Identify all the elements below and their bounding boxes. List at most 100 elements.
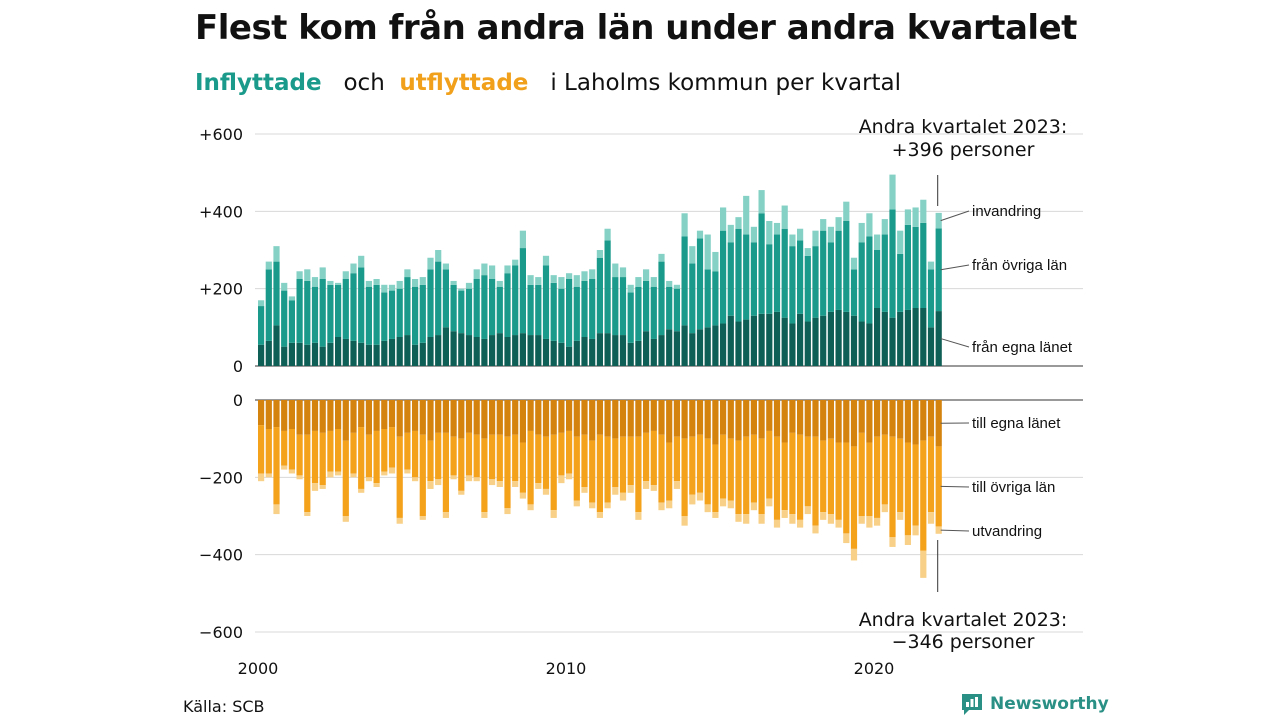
bar-inflow-från-egna-länet xyxy=(658,335,665,366)
bar-outflow-till-övriga-län xyxy=(419,434,426,516)
bar-inflow-från-egna-länet xyxy=(758,313,765,366)
bar-outflow-till-övriga-län xyxy=(288,429,295,470)
bar-outflow-till-övriga-län xyxy=(566,430,573,474)
bar-inflow-invandring xyxy=(319,267,326,279)
bar-inflow-från-egna-länet xyxy=(912,308,919,366)
bar-inflow-från-egna-länet xyxy=(442,327,449,366)
bar-outflow-utvandring xyxy=(342,516,349,522)
bar-inflow-från-övriga-län xyxy=(550,282,557,341)
bar-inflow-från-övriga-län xyxy=(658,261,665,336)
bar-outflow-utvandring xyxy=(519,492,526,499)
bar-outflow-till-övriga-län xyxy=(558,432,565,476)
bar-outflow-till-övriga-län xyxy=(781,442,788,511)
bar-inflow-invandring xyxy=(573,275,580,287)
bar-outflow-utvandring xyxy=(419,516,426,520)
series-label-inflow: från egna länet xyxy=(972,339,1073,356)
bar-inflow-från-egna-länet xyxy=(504,337,511,366)
bar-inflow-från-övriga-län xyxy=(789,246,796,324)
bar-inflow-från-egna-länet xyxy=(342,338,349,366)
bar-inflow-från-övriga-län xyxy=(935,228,942,312)
bar-inflow-invandring xyxy=(404,269,411,278)
bar-outflow-utvandring xyxy=(288,469,295,474)
bar-inflow-invandring xyxy=(273,246,280,262)
bar-outflow-utvandring xyxy=(696,492,704,501)
bar-outflow-till-egna-länet xyxy=(812,400,819,437)
bar-inflow-från-egna-länet xyxy=(897,311,904,366)
bar-inflow-från-egna-länet xyxy=(773,311,781,366)
bar-outflow-utvandring xyxy=(573,500,580,507)
bar-inflow-från-egna-länet xyxy=(404,335,411,366)
bar-outflow-till-egna-länet xyxy=(473,400,480,435)
y-tick-label-top: +400 xyxy=(199,202,243,221)
bar-outflow-utvandring xyxy=(643,481,650,489)
bar-outflow-utvandring xyxy=(327,471,334,478)
bar-inflow-från-egna-länet xyxy=(797,313,804,366)
bar-inflow-från-övriga-län xyxy=(381,292,388,341)
bar-inflow-invandring xyxy=(673,284,680,289)
bar-outflow-till-övriga-län xyxy=(258,425,265,474)
bar-outflow-till-övriga-län xyxy=(889,436,896,538)
brand-logo[interactable]: Newsworthy xyxy=(960,692,1109,716)
bar-outflow-till-övriga-län xyxy=(866,442,873,516)
bar-outflow-till-egna-länet xyxy=(920,400,927,441)
bar-outflow-till-övriga-län xyxy=(427,440,434,482)
bar-inflow-invandring xyxy=(866,213,873,237)
bar-inflow-från-övriga-län xyxy=(419,284,426,343)
bar-outflow-utvandring xyxy=(889,537,896,547)
bar-inflow-från-egna-länet xyxy=(589,338,596,366)
bar-outflow-utvandring xyxy=(388,467,396,474)
bar-outflow-utvandring xyxy=(458,490,465,495)
bar-outflow-till-egna-länet xyxy=(858,400,865,433)
bar-outflow-utvandring xyxy=(504,508,511,515)
series-label-outflow: till egna länet xyxy=(972,415,1061,432)
bar-outflow-utvandring xyxy=(350,473,357,478)
bar-outflow-till-övriga-län xyxy=(296,434,303,476)
bar-outflow-till-övriga-län xyxy=(519,442,526,493)
bar-inflow-från-övriga-län xyxy=(350,273,357,341)
bar-inflow-från-egna-länet xyxy=(727,315,734,366)
bar-inflow-invandring xyxy=(542,255,550,266)
bar-outflow-till-egna-länet xyxy=(319,400,326,433)
bar-outflow-till-egna-länet xyxy=(527,400,534,431)
bar-outflow-utvandring xyxy=(897,512,904,520)
bar-inflow-invandring xyxy=(419,277,426,285)
source-note: Källa: SCB xyxy=(183,697,265,716)
bar-outflow-utvandring xyxy=(596,512,603,518)
bar-outflow-till-övriga-län xyxy=(481,438,488,513)
bar-outflow-till-egna-länet xyxy=(635,400,642,437)
subtitle-inflow: Inflyttade xyxy=(195,70,322,96)
bar-outflow-utvandring xyxy=(412,477,419,482)
bar-outflow-utvandring xyxy=(727,500,734,509)
bar-outflow-utvandring xyxy=(496,481,503,487)
bar-outflow-till-egna-länet xyxy=(489,400,496,435)
bar-inflow-från-egna-länet xyxy=(427,337,434,366)
bar-inflow-från-egna-länet xyxy=(766,313,773,366)
bar-inflow-från-egna-länet xyxy=(804,321,811,366)
bar-outflow-utvandring xyxy=(658,502,665,511)
bar-inflow-från-övriga-län xyxy=(288,300,295,343)
bar-inflow-från-egna-länet xyxy=(481,338,488,366)
bar-inflow-från-övriga-län xyxy=(489,279,496,336)
bar-inflow-från-övriga-län xyxy=(258,306,265,345)
bar-outflow-till-övriga-län xyxy=(750,434,757,503)
bar-outflow-till-egna-länet xyxy=(404,400,411,433)
bar-outflow-till-övriga-län xyxy=(804,436,811,507)
bar-outflow-till-övriga-län xyxy=(727,438,734,501)
bar-inflow-invandring xyxy=(281,282,288,291)
bar-outflow-till-egna-länet xyxy=(781,400,788,443)
bar-outflow-till-övriga-län xyxy=(812,436,819,526)
bar-inflow-från-egna-länet xyxy=(358,342,365,366)
bar-inflow-från-övriga-län xyxy=(804,255,811,322)
bar-inflow-invandring xyxy=(435,250,442,262)
bar-outflow-utvandring xyxy=(589,502,596,509)
bar-outflow-utvandring xyxy=(265,473,272,478)
y-tick-label-bottom: −400 xyxy=(199,546,243,565)
bar-outflow-till-övriga-län xyxy=(304,434,311,513)
bar-outflow-till-övriga-län xyxy=(388,427,396,468)
bar-inflow-från-övriga-län xyxy=(643,280,650,332)
bar-inflow-invandring xyxy=(743,195,750,235)
bar-inflow-invandring xyxy=(619,267,627,278)
bar-inflow-invandring xyxy=(843,201,850,221)
bar-inflow-invandring xyxy=(550,275,557,283)
